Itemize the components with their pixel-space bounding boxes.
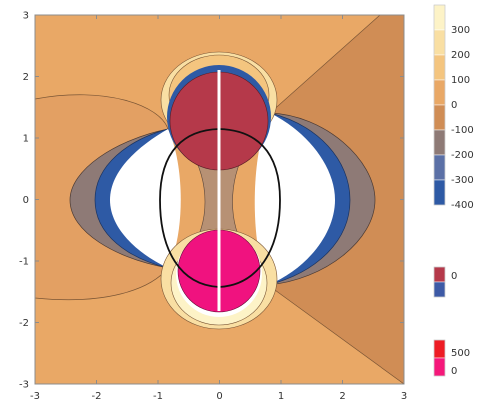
legend-label: 200 <box>451 50 470 61</box>
legend-label: 0 <box>451 100 457 111</box>
x-tick-label: -3 <box>30 391 40 402</box>
legend-levels: 300 200 100 0 -100 -200 -300 -400 <box>433 4 474 211</box>
legend-label: 0 <box>451 366 457 377</box>
right-white-lobe <box>254 113 335 285</box>
legend-swatch <box>433 79 446 106</box>
legend-label: 500 <box>451 348 470 359</box>
axes: -3 -2 -1 0 1 2 3 -3 -2 -1 0 1 2 3 <box>19 11 407 403</box>
legend-swatch <box>433 357 446 377</box>
x-tick-label: 0 <box>216 391 222 402</box>
legend-label: 300 <box>451 25 470 36</box>
legend-label: -200 <box>451 150 474 161</box>
x-tick-label: 1 <box>278 391 284 402</box>
legend-swatch <box>433 154 446 181</box>
y-tick-label: 1 <box>23 134 29 145</box>
y-tick-label: 0 <box>23 195 29 206</box>
x-tick-label: -2 <box>92 391 102 402</box>
legend-swatch <box>433 29 446 56</box>
legend-swatch <box>433 281 446 298</box>
y-tick-label: -3 <box>19 380 29 391</box>
legend-label: 100 <box>451 75 470 86</box>
legend-swatch <box>433 104 446 131</box>
y-tick-label: -2 <box>19 318 29 329</box>
legend-label: -400 <box>451 200 474 211</box>
y-tick-label: 2 <box>23 72 29 83</box>
y-tick-label: 3 <box>23 11 29 22</box>
legend-swatch <box>433 54 446 81</box>
legend-swatch <box>433 129 446 156</box>
legend-label: -300 <box>451 175 474 186</box>
legend-swatch <box>433 339 446 359</box>
legend-upper-disk: 0 <box>433 266 457 298</box>
y-tick-label: -1 <box>19 257 29 268</box>
x-tick-label: 2 <box>339 391 345 402</box>
legend-frame <box>433 4 446 206</box>
x-tick-label: -1 <box>153 391 163 402</box>
legend-swatch <box>433 266 446 283</box>
legend-swatch <box>433 4 446 31</box>
legend-frame <box>433 266 446 298</box>
legend-frame <box>433 339 446 377</box>
x-tick-label: 3 <box>401 391 407 402</box>
legend-label: -100 <box>451 125 474 136</box>
plot-area <box>35 15 404 384</box>
legend-lower-disk: 500 0 <box>433 339 470 377</box>
legend-swatch <box>433 179 446 206</box>
legend-label: 0 <box>451 271 457 282</box>
